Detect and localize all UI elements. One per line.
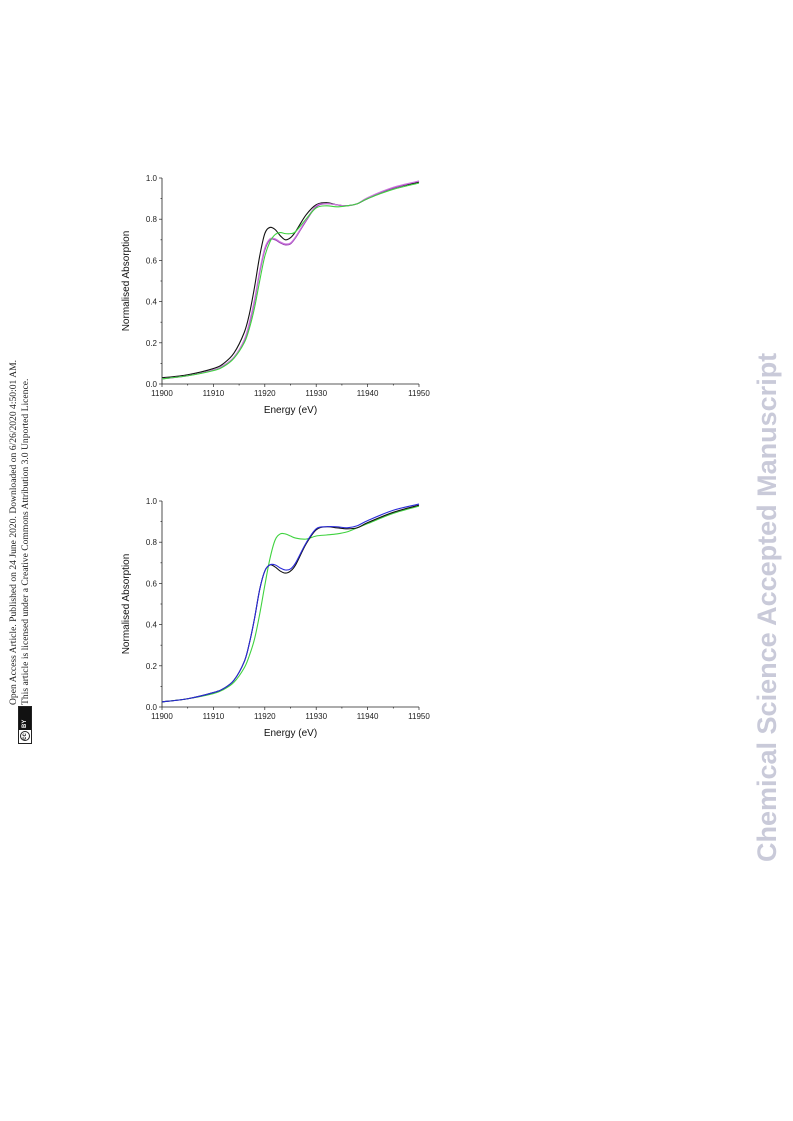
y-tick-label: 0.4	[146, 298, 158, 307]
series-line-1	[161, 181, 420, 379]
y-tick-label: 0.4	[146, 621, 158, 630]
y-tick-label: 0.2	[146, 339, 158, 348]
y-axis-title: Normalised Absorption	[121, 554, 132, 655]
x-tick-label: 11910	[203, 712, 225, 721]
license-notice: Open Access Article. Published on 24 Jun…	[6, 0, 46, 745]
y-tick-label: 0.6	[146, 256, 158, 265]
chart-top: 0.0 0.2 0.4 0.6 0.8 1.0 11900 11910 11920 11930 11…	[121, 174, 430, 416]
series-line-3	[161, 503, 420, 703]
y-tick-label: 0.6	[146, 579, 158, 588]
creative-commons-icon: cc	[20, 731, 30, 742]
series-line-2	[161, 504, 420, 703]
x-tick-label: 11940	[357, 389, 379, 398]
chart-bottom: 0.0 0.2 0.4 0.6 0.8 1.0 11900 11910 11920 11930 11…	[121, 497, 430, 739]
y-axis-title: Normalised Absorption	[121, 231, 132, 332]
x-tick-label: 11920	[254, 712, 276, 721]
x-tick-label: 11940	[357, 712, 379, 721]
y-tick-label: 1.0	[146, 174, 158, 183]
journal-watermark: Chemical Science Accepted Manuscript	[752, 352, 782, 862]
y-tick-label: 0.2	[146, 662, 158, 671]
cc-by-badge[interactable]: cc BY	[18, 706, 32, 744]
series-line-1	[161, 505, 420, 703]
x-tick-label: 11900	[151, 389, 173, 398]
y-tick-label: 0.8	[146, 215, 158, 224]
y-tick-label: 0.0	[146, 380, 158, 389]
y-tick-label: 0.0	[146, 703, 158, 712]
notice-line-1: Open Access Article. Published on 24 Jun…	[8, 359, 19, 705]
x-tick-label: 11950	[408, 389, 430, 398]
series-line-2	[161, 180, 420, 380]
cc-by-label: BY	[19, 707, 31, 730]
x-tick-label: 11930	[305, 712, 327, 721]
series-line-4	[161, 182, 420, 380]
y-tick-label: 0.8	[146, 538, 158, 547]
notice-line-2: This article is licensed under a Creativ…	[20, 378, 31, 705]
x-tick-label: 11920	[254, 389, 276, 398]
x-tick-label: 11900	[151, 712, 173, 721]
x-tick-label: 11950	[408, 712, 430, 721]
x-axis-title: Energy (eV)	[264, 405, 317, 416]
x-tick-label: 11910	[203, 389, 225, 398]
series-line-3	[161, 180, 420, 380]
y-tick-label: 1.0	[146, 497, 158, 506]
x-axis-title: Energy (eV)	[264, 728, 317, 739]
x-tick-label: 11930	[305, 389, 327, 398]
